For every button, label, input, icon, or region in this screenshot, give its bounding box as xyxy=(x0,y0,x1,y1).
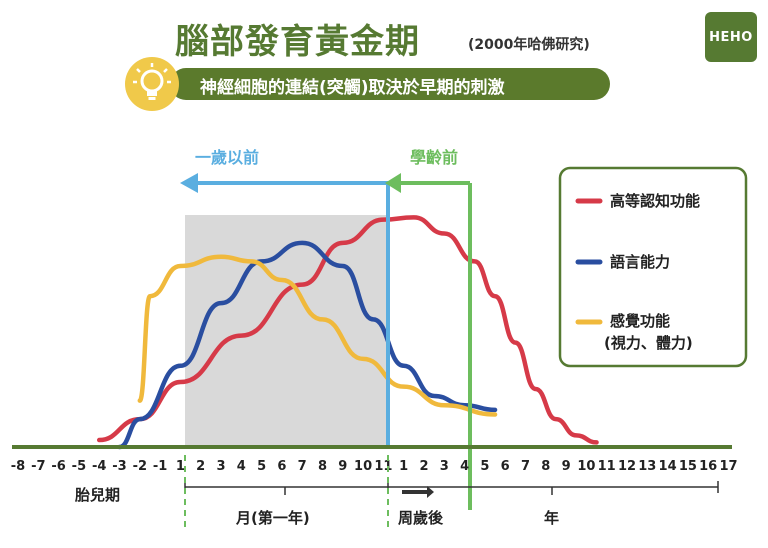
x-tick-label: -8 xyxy=(11,459,25,474)
x-tick-label: -3 xyxy=(112,459,126,474)
x-tick-label: 7 xyxy=(298,459,307,474)
x-tick-label: 10 xyxy=(577,459,595,474)
preschool-arrowhead xyxy=(385,173,401,193)
x-tick-label: 15 xyxy=(679,459,697,474)
x-tick-label: 13 xyxy=(638,459,656,474)
x-tick-label: -2 xyxy=(133,459,147,474)
one-year-arrowhead xyxy=(180,173,198,193)
after-one-arrow-icon xyxy=(402,486,434,498)
series-line xyxy=(117,240,498,450)
x-tick-label: 6 xyxy=(501,459,510,474)
legend-label-sensory: 感覺功能 xyxy=(610,312,670,330)
x-tick-label: 1 xyxy=(399,459,408,474)
x-tick-label: -5 xyxy=(72,459,86,474)
heho-logo[interactable]: HEHO xyxy=(705,12,757,62)
after-one-label: 周歲後 xyxy=(398,509,444,527)
x-tick-label: 2 xyxy=(196,459,205,474)
subtitle-banner xyxy=(170,68,610,100)
tick-labels: -8 -7 -6 -5 -4 -3 -2 -1 1 2 3 4 5 6 7 8 9 10 11 1 2 3 4 5 6 7 8 9 10… xyxy=(11,459,738,474)
x-tick-label: 11 xyxy=(598,459,616,474)
x-tick-label: 4 xyxy=(460,459,469,474)
x-tick-label: 1 xyxy=(176,459,185,474)
series-line xyxy=(137,254,498,417)
x-tick-label: 12 xyxy=(618,459,636,474)
years-label: 年 xyxy=(544,509,559,527)
x-tick-label: -4 xyxy=(92,459,106,474)
first-year-shade xyxy=(185,215,388,447)
one-year-label: 一歲以前 xyxy=(195,148,259,167)
series-line xyxy=(96,215,599,445)
lightbulb-icon xyxy=(125,57,179,111)
x-tick-label: 4 xyxy=(237,459,246,474)
x-tick-label: 17 xyxy=(719,459,737,474)
x-tick-label: 14 xyxy=(659,459,677,474)
x-tick-label: 10 xyxy=(354,459,372,474)
x-tick-label: 3 xyxy=(440,459,449,474)
x-tick-label: 8 xyxy=(318,459,327,474)
x-tick-label: 8 xyxy=(541,459,550,474)
x-tick-label: -6 xyxy=(51,459,65,474)
x-tick-label: 2 xyxy=(419,459,428,474)
x-tick-label: 9 xyxy=(338,459,347,474)
legend-label-language: 語言能力 xyxy=(610,253,670,271)
x-tick-label: 6 xyxy=(277,459,286,474)
x-tick-label: 9 xyxy=(562,459,571,474)
x-tick-label: 11 xyxy=(374,459,392,474)
legend-label-cognition: 高等認知功能 xyxy=(610,192,700,210)
source-note: (2000年哈佛研究) xyxy=(468,37,590,53)
preschool-label: 學齡前 xyxy=(410,148,458,167)
page-title: 腦部發育黃金期 xyxy=(175,22,420,62)
fetal-period-label: 胎兒期 xyxy=(75,486,120,504)
x-tick-label: -1 xyxy=(153,459,167,474)
months-label: 月(第一年) xyxy=(235,509,310,527)
subtitle: 神經細胞的連結(突觸)取決於早期的刺激 xyxy=(200,78,505,98)
x-tick-label: 3 xyxy=(216,459,225,474)
legend-label-sensory-sub: (視力、體力) xyxy=(604,334,693,352)
x-tick-label: 7 xyxy=(521,459,530,474)
x-tick-label: -7 xyxy=(31,459,45,474)
legend-box xyxy=(558,166,748,368)
x-tick-label: 5 xyxy=(480,459,489,474)
series-layer xyxy=(96,215,599,450)
x-tick-label: 16 xyxy=(699,459,717,474)
x-tick-label: 5 xyxy=(257,459,266,474)
